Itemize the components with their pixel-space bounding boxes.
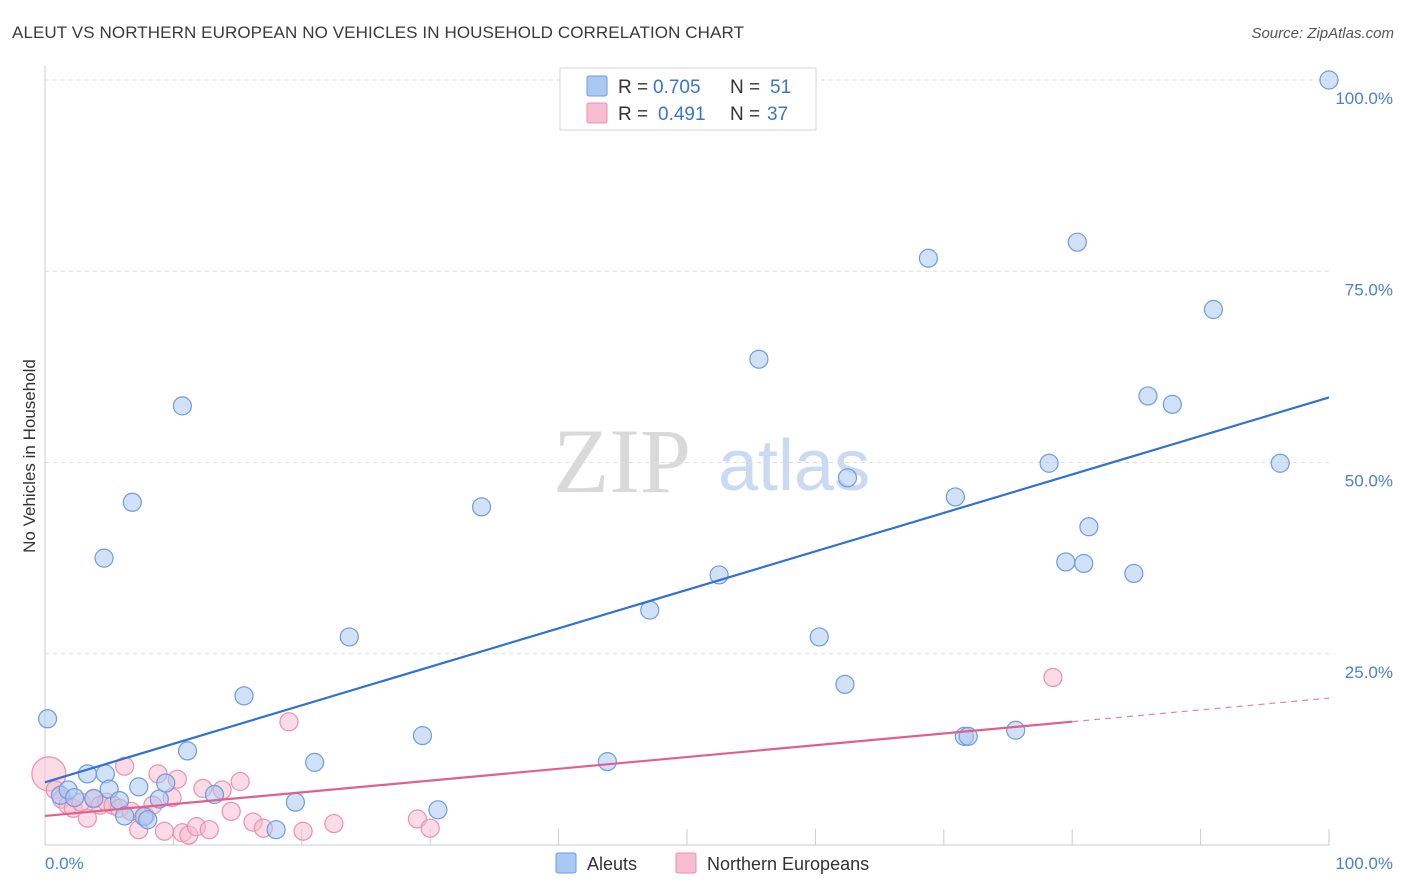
watermark-atlas: atlas <box>718 426 870 506</box>
legend-r-value-aleuts: 0.705 <box>653 77 701 98</box>
series-legend-label-aleuts: Aleuts <box>587 854 637 874</box>
watermark-zip: ZIP <box>553 410 691 512</box>
series-legend-swatch-northern-europeans <box>675 852 697 874</box>
northern-european-point-12 <box>115 756 135 776</box>
series-legend-label-northern-europeans: Northern Europeans <box>707 854 869 874</box>
aleut-point-47 <box>1162 394 1182 414</box>
northern-european-point-18 <box>154 821 175 841</box>
aleut-point-12 <box>129 777 149 797</box>
legend-n-value-northern-europeans: 37 <box>767 104 788 125</box>
y-tick-label-0: 100.0% <box>1335 89 1393 108</box>
aleut-point-33 <box>835 674 855 694</box>
aleut-point-14 <box>138 810 158 830</box>
y-tick-label-3: 25.0% <box>1345 663 1393 682</box>
northern-europeans-trend-line <box>44 720 1073 818</box>
aleut-point-10 <box>115 806 135 826</box>
aleut-point-36 <box>945 487 965 507</box>
aleut-point-5 <box>84 788 104 808</box>
aleut-point-41 <box>1056 552 1076 572</box>
aleut-point-26 <box>428 800 448 820</box>
aleut-point-50 <box>1319 70 1339 90</box>
aleut-point-17 <box>172 396 192 416</box>
watermark: ZIP atlas <box>553 410 870 512</box>
x-tick-label-1: 100.0% <box>1335 854 1393 873</box>
northern-european-point-36 <box>1043 667 1063 688</box>
aleut-point-20 <box>234 686 254 706</box>
northern-european-point-28 <box>230 771 250 792</box>
northern-european-point-33 <box>324 813 344 834</box>
aleut-point-11 <box>122 492 142 512</box>
legend-r-value-northern-europeans: 0.491 <box>658 104 706 125</box>
x-tick-label-0: 0.0% <box>45 854 84 873</box>
aleut-point-49 <box>1270 453 1290 473</box>
northern-european-point-6 <box>77 808 97 828</box>
aleut-point-28 <box>597 752 617 772</box>
aleut-point-22 <box>285 792 305 812</box>
aleut-point-44 <box>1079 517 1099 537</box>
northern-european-point-31 <box>279 712 299 732</box>
legend-n-label-northern-europeans: N = <box>730 104 760 125</box>
aleut-point-3 <box>64 787 85 808</box>
aleut-point-31 <box>749 349 769 369</box>
trend-lines <box>44 396 1330 818</box>
aleut-point-18 <box>177 741 198 761</box>
northern-european-point-25 <box>199 820 219 840</box>
aleut-point-48 <box>1203 299 1224 320</box>
legend-n-value-aleuts: 51 <box>770 77 791 98</box>
y-tick-labels: 100.0% 75.0% 50.0% 25.0% <box>1335 89 1393 682</box>
aleut-point-27 <box>471 497 492 517</box>
legend-swatch-northern-europeans <box>586 102 608 124</box>
legend-swatch-aleuts <box>586 75 608 97</box>
aleut-point-40 <box>1039 453 1059 473</box>
series-legend: Aleuts Northern Europeans <box>555 852 869 874</box>
aleut-point-34 <box>837 468 858 488</box>
aleut-point-43 <box>1074 553 1094 574</box>
aleut-point-21 <box>266 820 286 840</box>
aleut-point-46 <box>1138 386 1158 406</box>
correlation-legend: R = 0.705 N = 51 R = 0.491 N = 37 <box>559 67 817 131</box>
x-tick-labels: 0.0% 100.0% <box>45 854 1393 873</box>
aleut-point-32 <box>809 627 829 647</box>
aleut-point-16 <box>156 773 176 793</box>
aleuts-trend-line <box>44 396 1330 784</box>
y-axis-label: No Vehicles in Household <box>20 359 39 553</box>
northern-european-point-32 <box>293 821 313 841</box>
legend-r-label-aleuts: R = <box>618 77 648 98</box>
aleut-point-23 <box>305 752 325 772</box>
series-legend-swatch-aleuts <box>555 852 577 874</box>
aleut-point-45 <box>1124 563 1144 584</box>
chart-title: ALEUT VS NORTHERN EUROPEAN NO VEHICLES I… <box>12 23 745 42</box>
y-tick-label-2: 50.0% <box>1345 472 1393 491</box>
aleut-point-35 <box>918 248 938 268</box>
legend-r-label-northern-europeans: R = <box>618 104 648 125</box>
chart-source: Source: ZipAtlas.com <box>1251 25 1394 42</box>
aleut-point-0 <box>37 709 58 729</box>
aleut-point-25 <box>412 726 433 746</box>
aleut-point-6 <box>94 548 114 568</box>
northern-european-point-27 <box>221 801 241 821</box>
northern-europeans-trend-line-extension <box>1072 697 1330 723</box>
aleut-point-42 <box>1067 232 1087 252</box>
aleut-point-24 <box>339 627 359 647</box>
legend-n-label-aleuts: N = <box>730 77 760 98</box>
aleut-point-39 <box>1006 720 1026 740</box>
y-tick-label-1: 75.0% <box>1345 280 1393 299</box>
northern-european-point-35 <box>420 818 440 838</box>
